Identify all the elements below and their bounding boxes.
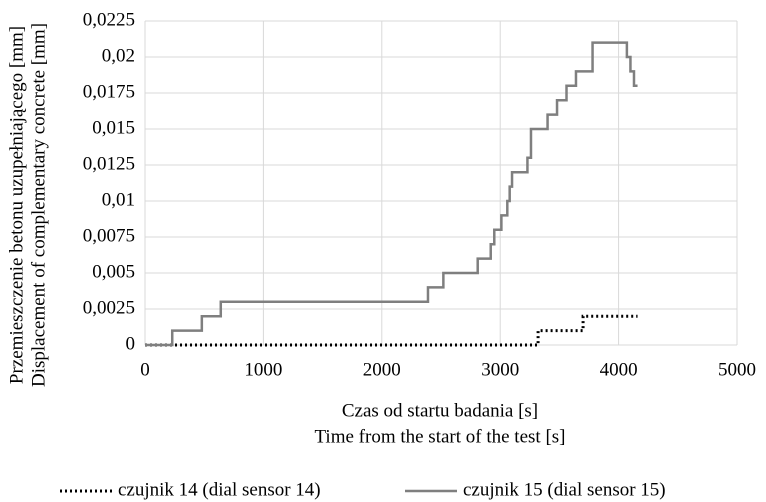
y-tick-label: 0,005 xyxy=(92,261,135,282)
y-axis-title: Przemieszczenie betonu uzupełniającego [… xyxy=(6,26,27,384)
legend-label: czujnik 15 (dial sensor 15) xyxy=(463,479,666,500)
x-axis-title: Time from the start of the test [s] xyxy=(314,426,565,447)
x-tick-label: 0 xyxy=(140,359,150,380)
x-tick-label: 3000 xyxy=(481,359,519,380)
series-line xyxy=(145,41,638,347)
x-tick-label: 2000 xyxy=(363,359,401,380)
y-tick-label: 0,0225 xyxy=(83,9,135,30)
y-tick-label: 0,0175 xyxy=(83,81,135,102)
y-axis-title: Displacement of complementary concrete [… xyxy=(28,23,49,387)
x-axis-title: Czas od startu badania [s] xyxy=(342,400,538,421)
legend-label: czujnik 14 (dial sensor 14) xyxy=(118,479,321,500)
y-tick-label: 0,0125 xyxy=(83,153,135,174)
x-tick-label: 5000 xyxy=(718,359,756,380)
x-tick-label: 4000 xyxy=(600,359,638,380)
x-tick-label: 1000 xyxy=(244,359,282,380)
y-tick-label: 0,0075 xyxy=(83,225,135,246)
y-tick-label: 0,015 xyxy=(92,117,135,138)
y-tick-label: 0 xyxy=(126,333,136,354)
series-line xyxy=(145,314,638,347)
y-tick-label: 0,02 xyxy=(102,45,135,66)
y-tick-label: 0,01 xyxy=(102,189,135,210)
y-tick-label: 0,0025 xyxy=(83,297,135,318)
